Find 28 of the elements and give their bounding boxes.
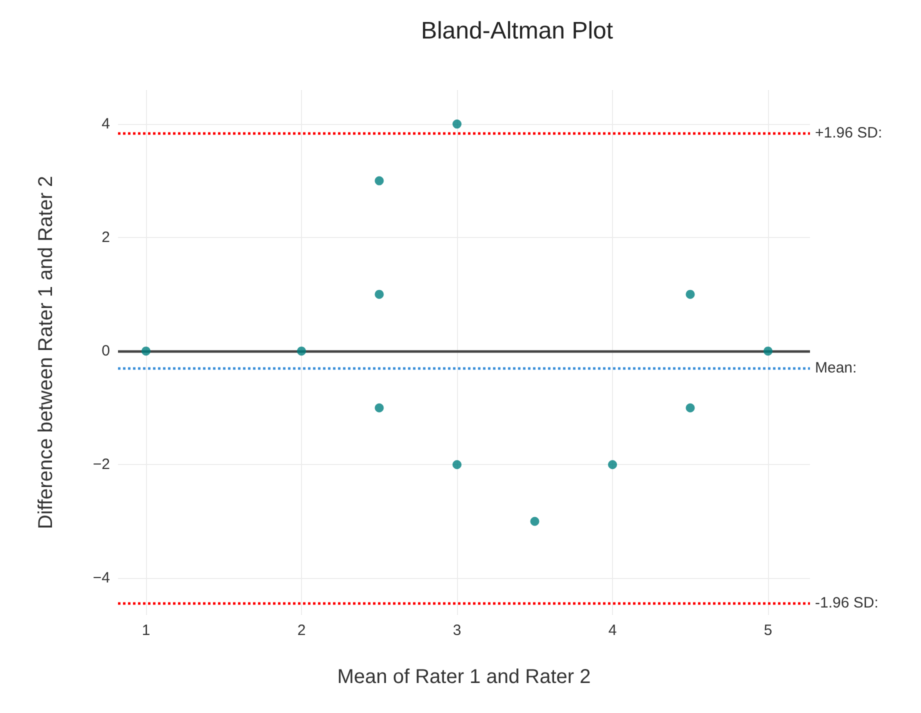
point — [452, 460, 462, 470]
point — [374, 403, 384, 412]
point — [530, 516, 540, 526]
point — [142, 346, 150, 356]
point — [297, 346, 306, 356]
point — [686, 403, 695, 412]
y-tick-label: −2 — [92, 456, 110, 474]
ref-line-label: -1.96 SD: — [815, 594, 878, 612]
y-tick-label: 2 — [102, 229, 110, 246]
y-tick-label: 0 — [102, 342, 110, 360]
x-tick-label: 2 — [297, 622, 306, 639]
x-tick-label: 1 — [142, 622, 150, 639]
point — [686, 290, 695, 299]
chart-title: Bland-Altman Plot — [420, 18, 614, 44]
point — [374, 176, 384, 186]
point — [374, 290, 384, 299]
y-tick-label: −4 — [92, 570, 110, 587]
ref-line-label: +1.96 SD: — [815, 124, 882, 142]
x-tick-label: 5 — [764, 622, 772, 639]
x-axis-title: Mean of Rater 1 and Rater 2 — [337, 666, 591, 688]
x-tick-label: 3 — [452, 622, 462, 639]
y-axis-title: Difference between Rater 1 and Rater 2 — [35, 176, 57, 530]
point — [764, 346, 773, 356]
point — [452, 120, 462, 129]
y-tick-label: 4 — [102, 116, 110, 133]
point — [608, 460, 618, 470]
x-tick-label: 4 — [608, 622, 617, 639]
ref-line-label: Mean: — [815, 360, 857, 377]
